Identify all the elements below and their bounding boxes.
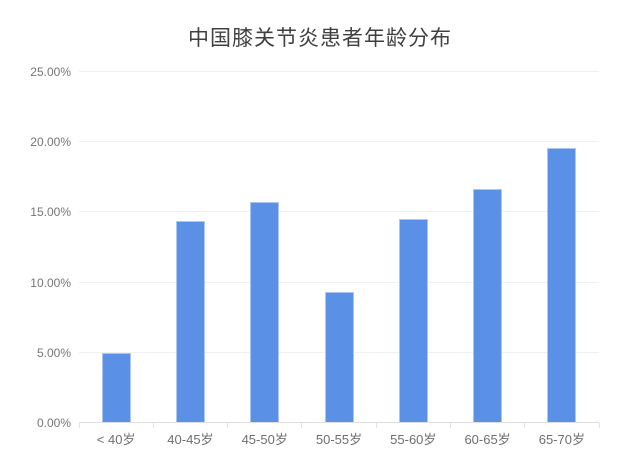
x-axis-category-label: 45-50岁 <box>241 432 288 447</box>
x-axis-tick-mark <box>152 423 154 428</box>
x-axis-category-label: 60-65岁 <box>464 432 511 447</box>
chart-bar[interactable] <box>473 188 503 423</box>
gridline <box>79 141 599 143</box>
x-axis-tick-mark <box>524 423 526 428</box>
x-axis-category-label: 65-70岁 <box>538 432 585 447</box>
gridline <box>79 211 599 213</box>
x-axis-tick-mark <box>227 423 229 428</box>
y-axis-tick-label: 10.00% <box>30 275 71 290</box>
y-axis-tick-label: 15.00% <box>30 205 71 220</box>
x-axis-category-label: 50-55岁 <box>315 432 363 447</box>
y-axis-tick-label: 0.00% <box>36 416 71 430</box>
x-axis-category-label: < 40岁 <box>96 432 136 447</box>
x-axis-tick-mark <box>598 423 600 428</box>
x-axis-tick-mark <box>449 423 451 428</box>
x-axis-category-label: 55-60岁 <box>390 432 437 447</box>
chart-bar[interactable] <box>175 220 205 423</box>
chart-bar[interactable] <box>101 352 131 423</box>
x-axis-tick-mark <box>301 423 303 428</box>
x-axis-tick-mark <box>78 423 80 428</box>
x-axis-category-label: 40-45岁 <box>167 432 214 447</box>
x-axis-tick-mark <box>375 423 377 428</box>
chart-bar[interactable] <box>547 147 577 423</box>
y-axis-tick-label: 20.00% <box>30 135 71 150</box>
chart-bar[interactable] <box>250 201 280 423</box>
plot-area: 0.00% 5.00% 10.00% 15.00% 20.00% 25.00% < 40岁 4… <box>30 66 600 447</box>
x-axis-baseline <box>79 422 599 423</box>
chart-bar[interactable] <box>398 218 428 423</box>
gridline <box>79 281 599 283</box>
chart-title: 中国膝关节炎患者年龄分布 <box>188 27 452 50</box>
y-axis-tick-label: 5.00% <box>36 345 71 360</box>
chart-bar[interactable] <box>324 292 354 423</box>
y-axis-tick-label: 25.00% <box>30 65 71 79</box>
gridline <box>79 71 599 72</box>
